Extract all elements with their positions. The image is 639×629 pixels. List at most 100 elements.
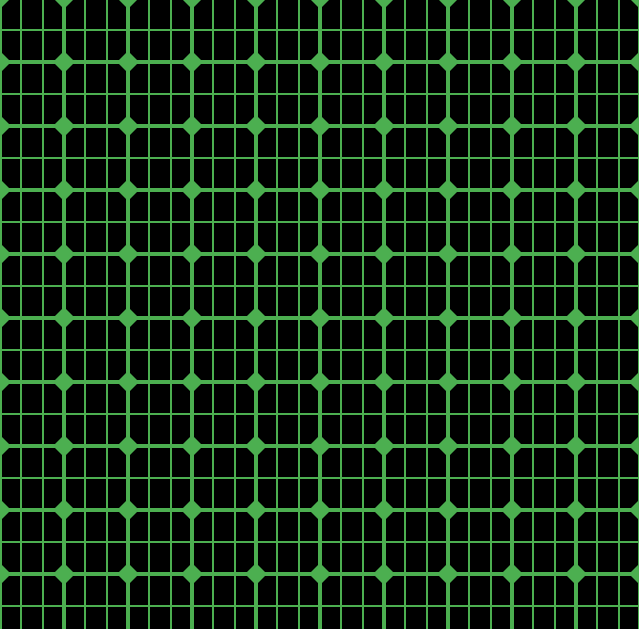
diamond-node	[437, 51, 459, 73]
diamond-node	[501, 115, 523, 137]
diamond-node	[373, 563, 395, 585]
diamond-node	[117, 115, 139, 137]
diamond-node	[245, 51, 267, 73]
diamond-node	[565, 435, 587, 457]
diamond-node	[373, 435, 395, 457]
diamond-node	[309, 371, 331, 393]
diamond-node	[245, 307, 267, 329]
diamond-node	[0, 307, 11, 329]
diamond-node	[373, 179, 395, 201]
diamond-node	[309, 115, 331, 137]
diamond-node	[117, 435, 139, 457]
diamond-node	[631, 0, 639, 8]
diamond-node	[373, 115, 395, 137]
diamond-node	[629, 244, 639, 264]
diamond-node	[0, 179, 11, 201]
diamond-node	[373, 51, 395, 73]
diamond-node	[309, 243, 331, 265]
diamond-node	[437, 371, 459, 393]
diamond-node	[117, 307, 139, 329]
diamond-node	[181, 179, 203, 201]
diamond-node	[629, 180, 639, 200]
diamond-node	[501, 435, 523, 457]
diamond-node	[181, 435, 203, 457]
diamond-node	[0, 435, 11, 457]
diamond-node	[565, 51, 587, 73]
diamond-node	[565, 307, 587, 329]
diamond-node	[117, 371, 139, 393]
diamond-node	[309, 499, 331, 521]
diamond-node	[53, 307, 75, 329]
diamond-node	[53, 179, 75, 201]
diamond-node	[181, 499, 203, 521]
diamond-node	[0, 243, 11, 265]
diamond-node	[0, 499, 11, 521]
diamond-node	[629, 564, 639, 584]
diamond-node	[53, 563, 75, 585]
diamond-node	[0, 563, 11, 585]
diamond-node	[439, 0, 457, 9]
diamond-node	[245, 499, 267, 521]
diamond-node	[53, 115, 75, 137]
diamond-node	[565, 115, 587, 137]
diamond-node	[501, 179, 523, 201]
diamond-node	[437, 307, 459, 329]
diamond-node	[117, 179, 139, 201]
diamond-node	[245, 371, 267, 393]
diamond-node	[501, 307, 523, 329]
diamond-node	[245, 435, 267, 457]
diamond-node	[501, 243, 523, 265]
diamond-node	[181, 307, 203, 329]
diamond-node	[183, 0, 201, 9]
diamond-node	[311, 0, 329, 9]
diamond-node	[629, 308, 639, 328]
diamond-node	[309, 563, 331, 585]
diamond-node	[565, 371, 587, 393]
diamond-node	[629, 500, 639, 520]
diamond-node	[0, 115, 11, 137]
diamond-node	[245, 563, 267, 585]
diamond-node	[501, 563, 523, 585]
diamond-node	[53, 499, 75, 521]
diamond-node	[501, 499, 523, 521]
diamond-node	[181, 371, 203, 393]
diamond-node	[567, 0, 585, 9]
diamond-node	[181, 51, 203, 73]
diamond-node	[501, 51, 523, 73]
diamond-node	[53, 371, 75, 393]
diamond-node	[181, 115, 203, 137]
diamond-node	[629, 116, 639, 136]
diamond-node	[117, 51, 139, 73]
diamond-node	[437, 499, 459, 521]
diamond-node	[0, 0, 9, 9]
diamond-node	[629, 52, 639, 72]
diamond-node	[565, 563, 587, 585]
diamond-node	[565, 499, 587, 521]
diamond-node	[309, 435, 331, 457]
diamond-node	[119, 0, 137, 9]
diamond-node	[247, 0, 265, 9]
diamond-node	[117, 499, 139, 521]
diamond-node	[373, 499, 395, 521]
diamond-node	[117, 563, 139, 585]
diamond-node	[117, 243, 139, 265]
diamond-node	[309, 179, 331, 201]
diamond-node	[373, 243, 395, 265]
diamond-node	[373, 307, 395, 329]
diamond-node	[565, 179, 587, 201]
diamond-node	[0, 371, 11, 393]
diamond-node	[437, 115, 459, 137]
diamond-node	[503, 0, 521, 9]
diamond-node	[437, 243, 459, 265]
diamond-node	[437, 563, 459, 585]
diamond-node	[375, 0, 393, 9]
diamond-node	[53, 243, 75, 265]
diamond-node	[309, 51, 331, 73]
diamond-node	[245, 243, 267, 265]
diamond-node	[373, 371, 395, 393]
diamond-node	[245, 115, 267, 137]
diamond-node	[53, 51, 75, 73]
diamond-node	[55, 0, 73, 9]
